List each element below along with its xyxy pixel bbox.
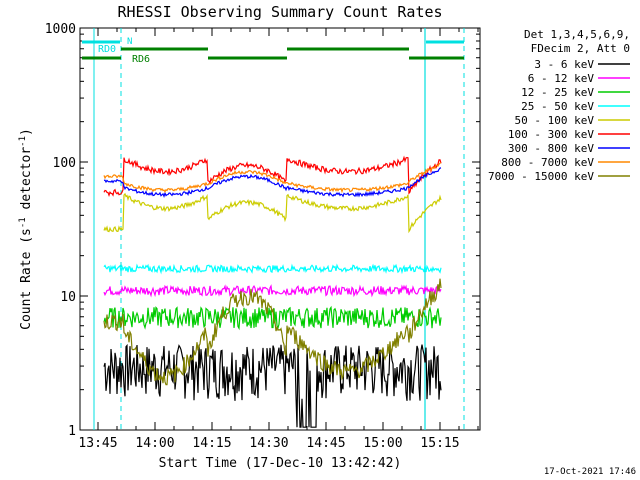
legend-entry-label: 6 - 12 keV — [528, 72, 595, 85]
legend: Det 1,3,4,5,6,9,FDecim 2, Att 0 3 - 6 keV… — [488, 28, 630, 183]
series-line-4 — [103, 192, 442, 234]
series-line-7 — [103, 162, 442, 194]
legend-entry-label: 800 - 7000 keV — [501, 156, 594, 169]
legend-entry-label: 25 - 50 keV — [521, 100, 594, 113]
flag-label-rd0: RD0 — [98, 44, 116, 55]
axis-ticks: 13:45 14:00 14:15 14:30 14:45 15:00 15:15 1 10 10… — [45, 22, 480, 451]
legend-entry-label: 100 - 300 keV — [508, 128, 594, 141]
legend-entry-label: 12 - 25 keV — [521, 86, 594, 99]
y-axis-label-main: Count Rate (s — [19, 228, 34, 330]
x-tick-label: 14:00 — [135, 436, 174, 451]
y-tick-label: 1 — [68, 424, 76, 439]
x-tick-label: 15:00 — [363, 436, 402, 451]
flag-label-rd6: RD6 — [132, 54, 150, 65]
y-tick-label: 1000 — [45, 22, 76, 37]
chart-title: RHESSI Observing Summary Count Rates — [117, 3, 442, 21]
y-tick-label: 10 — [60, 290, 76, 305]
plot-frame — [79, 27, 481, 431]
x-tick-label: 14:15 — [192, 436, 231, 451]
series-line-1 — [103, 284, 442, 298]
y-axis-label-mid: detector — [19, 147, 34, 218]
legend-entry-label: 50 - 100 keV — [515, 114, 595, 127]
x-axis-label: Start Time (17-Dec-10 13:42:42) — [159, 456, 402, 471]
series-line-0 — [103, 343, 442, 428]
x-tick-label: 14:30 — [249, 436, 288, 451]
x-tick-label: 14:45 — [306, 436, 345, 451]
legend-entry-label: 300 - 800 keV — [508, 142, 594, 155]
y-tick-label: 100 — [53, 156, 76, 171]
series-line-6 — [103, 167, 442, 199]
flag-label-n: N — [127, 37, 132, 47]
y-axis-label-end: ) — [19, 128, 34, 136]
legend-entry-label: 3 - 6 keV — [534, 58, 594, 71]
legend-entry-label: 7000 - 15000 keV — [488, 170, 594, 183]
series-group — [103, 155, 442, 428]
series-line-3 — [103, 263, 442, 275]
series-line-5 — [103, 155, 442, 198]
legend-header-line: FDecim 2, Att 0 — [531, 42, 630, 55]
y-axis-label: Count Rate (s-1 detector-1) — [18, 128, 34, 330]
series-line-8 — [103, 278, 442, 386]
y-axis-label-sup1: -1 — [18, 217, 28, 228]
series-line-2 — [103, 305, 442, 331]
footer-date: 17-Oct-2021 17:46 — [544, 467, 636, 477]
x-tick-label: 15:15 — [420, 436, 459, 451]
x-tick-label: 13:45 — [78, 436, 117, 451]
y-axis-label-sup2: -1 — [18, 136, 28, 147]
legend-header-line: Det 1,3,4,5,6,9, — [524, 28, 630, 41]
